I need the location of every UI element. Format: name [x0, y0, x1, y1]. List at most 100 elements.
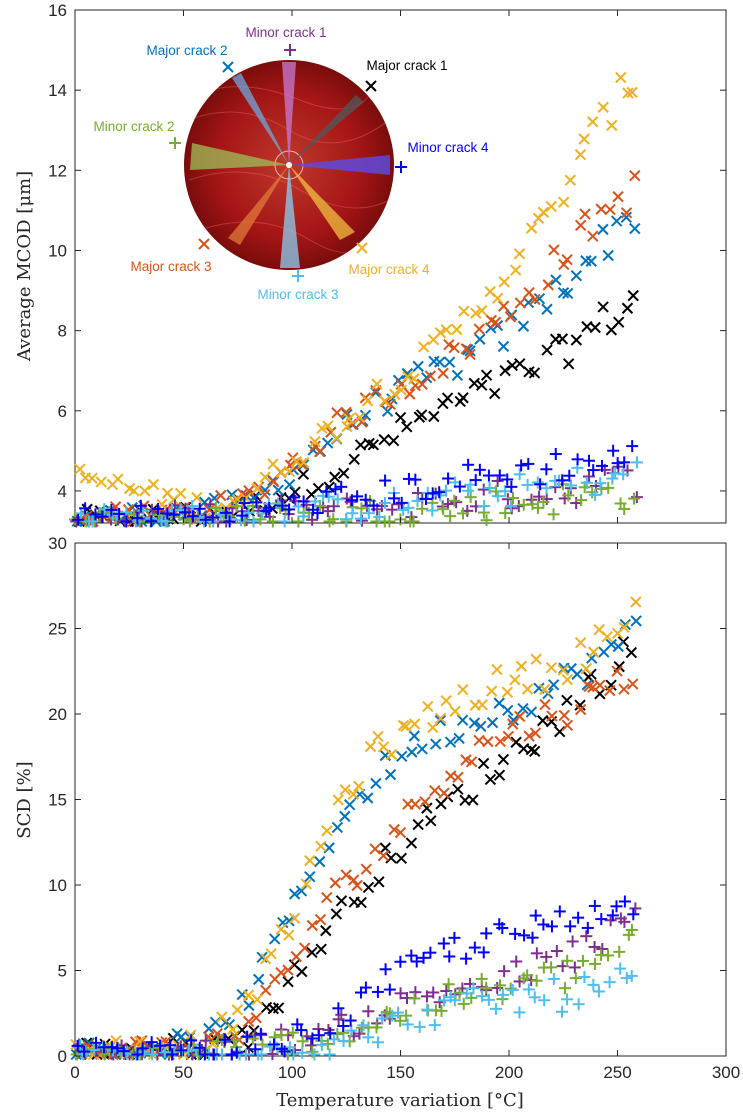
- scd-point-major-crack-4: [347, 788, 360, 800]
- scd-point-minor-crack-1: [427, 986, 440, 999]
- mcod-point-minor-crack-3: [426, 504, 439, 517]
- mcod-point-major-crack-3: [443, 338, 455, 351]
- scd-point-minor-crack-3: [371, 1036, 384, 1049]
- mcod-point-minor-crack-4: [250, 496, 263, 509]
- scd-point-minor-crack-4: [295, 1024, 308, 1037]
- scd-point-major-crack-4: [397, 719, 410, 732]
- mcod-point-minor-crack-4: [501, 473, 514, 486]
- scd-point-major-crack-4: [315, 840, 327, 852]
- scd-point-minor-crack-2: [480, 981, 493, 994]
- scd-y-tick-label: 20: [48, 705, 67, 724]
- scd-point-minor-crack-2: [589, 957, 602, 970]
- scd-point-major-crack-4: [275, 923, 287, 935]
- scd-point-major-crack-3: [275, 966, 287, 979]
- mcod-point-major-crack-2: [610, 215, 623, 227]
- mcod-point-major-crack-3: [267, 476, 280, 488]
- mcod-point-major-crack-1: [367, 439, 380, 451]
- mcod-point-minor-crack-4: [320, 485, 333, 498]
- scd-point-minor-crack-3: [345, 1024, 358, 1037]
- sector-major-crack-4: [289, 165, 355, 240]
- mcod-y-ticks: 4 6 8 10 12 14 16: [48, 1, 726, 501]
- mcod-point-major-crack-1: [621, 302, 634, 314]
- scd-point-minor-crack-4: [417, 951, 430, 964]
- inset-marker-major-crack-2: [222, 61, 234, 73]
- mcod-point-minor-crack-3: [478, 500, 491, 513]
- mcod-point-major-crack-1: [428, 410, 440, 423]
- mcod-point-minor-crack-4: [89, 508, 102, 521]
- mcod-point-major-crack-3: [529, 293, 541, 306]
- mcod-point-minor-crack-3: [521, 478, 534, 491]
- mcod-point-major-crack-4: [606, 119, 618, 132]
- scd-point-major-crack-1: [561, 694, 573, 707]
- mcod-point-minor-crack-4: [287, 491, 300, 504]
- crack-map-center: [286, 162, 292, 168]
- scd-point-major-crack-4: [400, 720, 412, 733]
- scd-x-tick-label: 50: [174, 1063, 193, 1082]
- scd-point-major-crack-1: [421, 802, 433, 814]
- mcod-point-minor-crack-2: [464, 491, 477, 504]
- mcod-point-minor-crack-4: [587, 464, 600, 477]
- scd-point-minor-crack-3: [357, 1019, 370, 1032]
- scd-point-minor-crack-4: [117, 1045, 130, 1058]
- scd-point-minor-crack-4: [218, 1033, 231, 1046]
- mcod-point-major-crack-3: [497, 300, 510, 312]
- scd-point-minor-crack-4: [572, 911, 585, 924]
- mcod-point-major-crack-4: [564, 174, 577, 186]
- mcod-point-minor-crack-1: [386, 503, 399, 516]
- scd-point-major-crack-2: [331, 821, 344, 834]
- mcod-y-tick-label: 6: [58, 402, 67, 421]
- scd-point-major-crack-3: [394, 826, 407, 839]
- mcod-panel: 4 6 8 10 12 14 16 Average MCOD [μm] Minor crac…: [14, 1, 727, 528]
- mcod-point-major-crack-1: [627, 289, 639, 302]
- scd-point-minor-crack-3: [239, 1048, 252, 1061]
- scd-x-tick-label: 300: [712, 1063, 740, 1082]
- mcod-point-major-crack-2: [297, 458, 310, 471]
- mcod-point-major-crack-1: [488, 387, 501, 400]
- mcod-point-minor-crack-3: [159, 515, 172, 528]
- mcod-point-minor-crack-3: [565, 479, 578, 492]
- scd-point-minor-crack-4: [166, 1048, 179, 1061]
- mcod-point-minor-crack-3: [499, 485, 512, 498]
- mcod-point-minor-crack-4: [161, 507, 174, 520]
- scd-point-minor-crack-4: [606, 909, 619, 922]
- mcod-point-minor-crack-4: [120, 515, 133, 528]
- mcod-point-minor-crack-4: [351, 490, 364, 503]
- scd-point-minor-crack-4: [249, 1043, 262, 1056]
- scd-point-minor-crack-4: [207, 1048, 220, 1061]
- mcod-point-minor-crack-4: [493, 469, 506, 482]
- scd-point-major-crack-2: [323, 842, 335, 854]
- scd-point-major-crack-4: [530, 653, 542, 665]
- mcod-point-major-crack-4: [86, 472, 98, 484]
- mcod-point-minor-crack-1: [306, 513, 319, 526]
- scd-point-minor-crack-4: [480, 927, 493, 940]
- mcod-point-major-crack-4: [283, 465, 296, 478]
- mcod-point-minor-crack-4: [223, 515, 236, 528]
- scd-point-major-crack-2: [486, 716, 499, 729]
- mcod-point-major-crack-2: [557, 286, 570, 299]
- scd-point-major-crack-4: [364, 740, 377, 753]
- mcod-y-axis-label: Average MCOD [μm]: [14, 171, 35, 362]
- mcod-point-major-crack-3: [384, 398, 397, 411]
- mcod-point-major-crack-1: [289, 486, 301, 498]
- scd-point-major-crack-3: [409, 798, 421, 810]
- mcod-point-minor-crack-3: [540, 482, 553, 495]
- scd-x-tick-label: 100: [278, 1063, 306, 1082]
- sector-major-crack-3: [228, 165, 289, 245]
- scd-point-major-crack-1: [296, 965, 308, 978]
- scd-point-major-crack-3: [260, 984, 272, 996]
- mcod-point-major-crack-1: [499, 364, 511, 377]
- scd-point-major-crack-3: [574, 703, 587, 716]
- mcod-point-minor-crack-2: [416, 502, 429, 515]
- scd-point-minor-crack-1: [266, 1048, 279, 1061]
- mcod-point-minor-crack-4: [131, 512, 144, 525]
- scd-point-major-crack-4: [353, 780, 365, 792]
- mcod-point-major-crack-2: [570, 269, 583, 282]
- scd-point-minor-crack-1: [629, 902, 642, 915]
- scd-point-minor-crack-3: [556, 1005, 569, 1018]
- mcod-point-minor-crack-3: [292, 500, 305, 513]
- mcod-point-major-crack-3: [313, 445, 326, 458]
- scd-point-major-crack-3: [587, 681, 599, 693]
- scd-point-major-crack-1: [355, 896, 367, 909]
- scd-point-major-crack-3: [465, 756, 478, 768]
- scd-point-minor-crack-4: [275, 1042, 288, 1055]
